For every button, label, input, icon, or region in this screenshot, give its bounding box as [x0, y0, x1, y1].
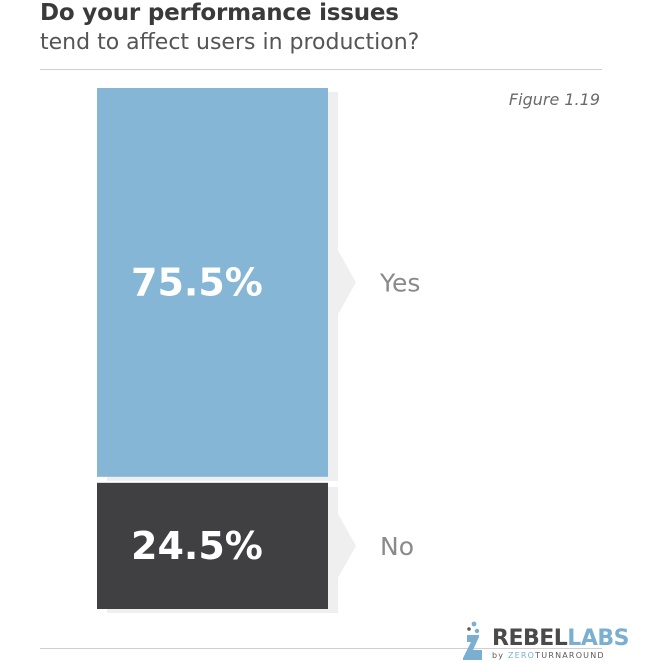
- chart-subtitle: tend to affect users in production?: [40, 30, 420, 55]
- bar-segment-yes: [97, 88, 328, 477]
- value-label-yes: 75.5%: [131, 260, 263, 304]
- category-label-yes: Yes: [379, 268, 420, 297]
- bar-segment-no: [97, 482, 328, 609]
- rebellabs-logo: REBELLABS by ZEROTURNAROUND: [458, 620, 629, 664]
- figure-label: Figure 1.19: [508, 90, 600, 109]
- logo-tagline: by ZEROTURNAROUND: [492, 651, 605, 660]
- category-label-no: No: [380, 532, 414, 561]
- logo-wordmark: REBELLABS: [492, 626, 629, 651]
- chart-title: Do your performance issues: [40, 0, 399, 26]
- bottom-divider: [40, 648, 602, 649]
- top-divider: [40, 69, 602, 70]
- value-label-no: 24.5%: [131, 524, 263, 568]
- flask-icon: [463, 621, 482, 660]
